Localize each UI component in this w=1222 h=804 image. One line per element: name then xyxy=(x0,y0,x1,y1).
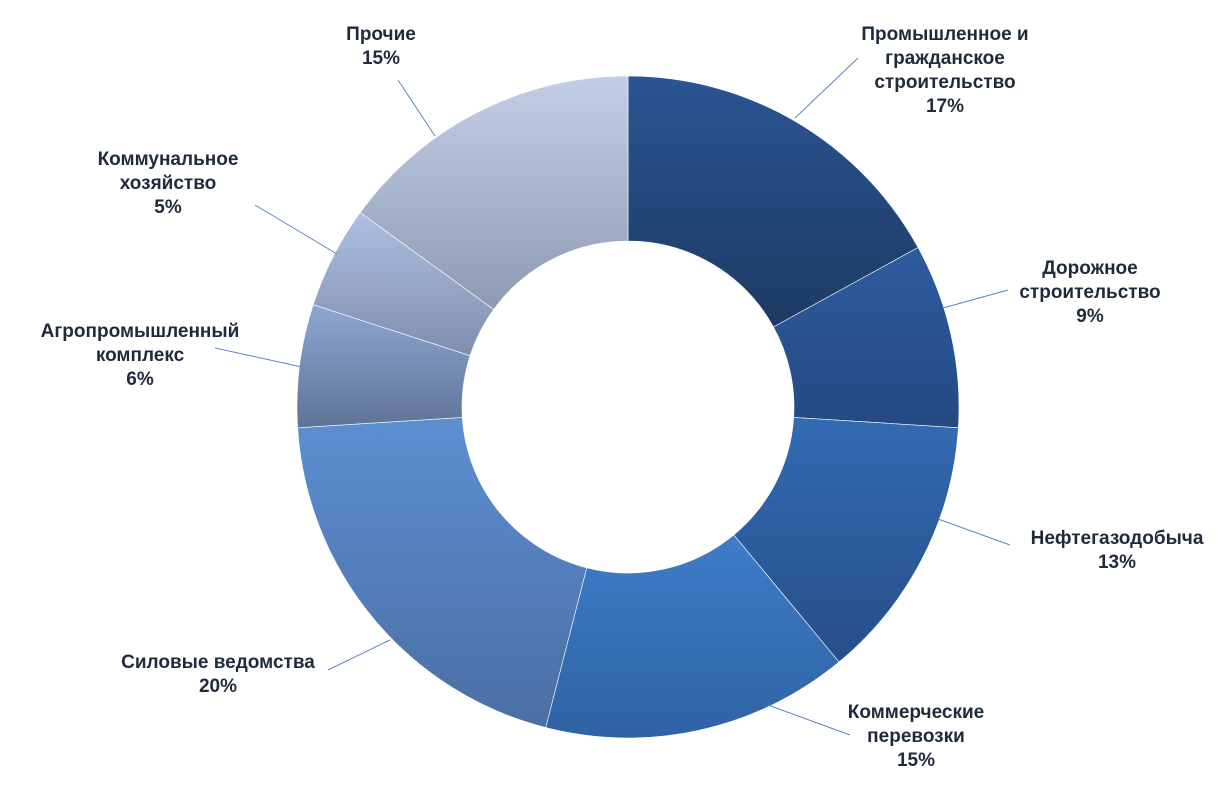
category-label: строительство xyxy=(1019,282,1160,303)
leader-line-5 xyxy=(327,639,391,671)
category-label: Дорожное xyxy=(1042,258,1137,279)
category-label: гражданское xyxy=(885,48,1005,69)
slice-label-3: Нефтегазодобыча 13% xyxy=(1031,528,1204,573)
category-label: хозяйство xyxy=(120,173,217,194)
leader-line-6 xyxy=(214,347,303,368)
category-label: перевозки xyxy=(867,726,965,747)
category-label: Агропромышленный xyxy=(41,321,240,342)
slice-label-6: Агропромышленный комплекс 6% xyxy=(41,321,240,390)
value-label: 15% xyxy=(362,48,400,69)
category-label: Промышленное и xyxy=(861,24,1028,45)
slice-label-7: Коммунальное хозяйство 5% xyxy=(98,149,239,218)
slice-3 xyxy=(733,417,959,663)
slice-label-1: Промышленное и гражданское строительство 17… xyxy=(861,24,1028,117)
leader-line-2 xyxy=(942,289,1009,309)
labels-layer: Промышленное и гражданское строительство 17… xyxy=(41,24,1204,771)
value-label: 15% xyxy=(897,750,935,771)
category-label: Прочие xyxy=(346,24,416,45)
leader-line-1 xyxy=(794,57,859,119)
category-label: Силовые ведомства xyxy=(121,652,315,673)
slice-5 xyxy=(297,417,588,728)
value-label: 20% xyxy=(199,676,237,697)
slice-label-2: Дорожное строительство 9% xyxy=(1019,258,1160,327)
slice-label-5: Силовые ведомства 20% xyxy=(121,652,315,697)
category-label: Коммерческие xyxy=(848,702,984,723)
value-label: 17% xyxy=(926,96,964,117)
category-label: Нефтегазодобыча xyxy=(1031,528,1204,549)
leader-line-7 xyxy=(254,204,338,255)
category-label: строительство xyxy=(874,72,1015,93)
leader-line-4 xyxy=(767,704,851,736)
leader-line-8 xyxy=(397,79,436,137)
value-label: 13% xyxy=(1098,552,1136,573)
category-label: Коммунальное xyxy=(98,149,239,170)
slice-4 xyxy=(545,534,840,739)
category-label: комплекс xyxy=(96,345,185,366)
leader-lines-layer xyxy=(214,57,1011,736)
slice-label-8: Прочие 15% xyxy=(346,24,416,69)
slice-1 xyxy=(627,75,919,328)
slice-8 xyxy=(359,75,629,310)
value-label: 6% xyxy=(126,369,154,390)
value-label: 9% xyxy=(1076,306,1104,327)
value-label: 5% xyxy=(154,197,182,218)
slices-layer xyxy=(296,75,960,739)
slice-label-4: Коммерческие перевозки 15% xyxy=(848,702,984,771)
leader-line-3 xyxy=(937,518,1011,546)
